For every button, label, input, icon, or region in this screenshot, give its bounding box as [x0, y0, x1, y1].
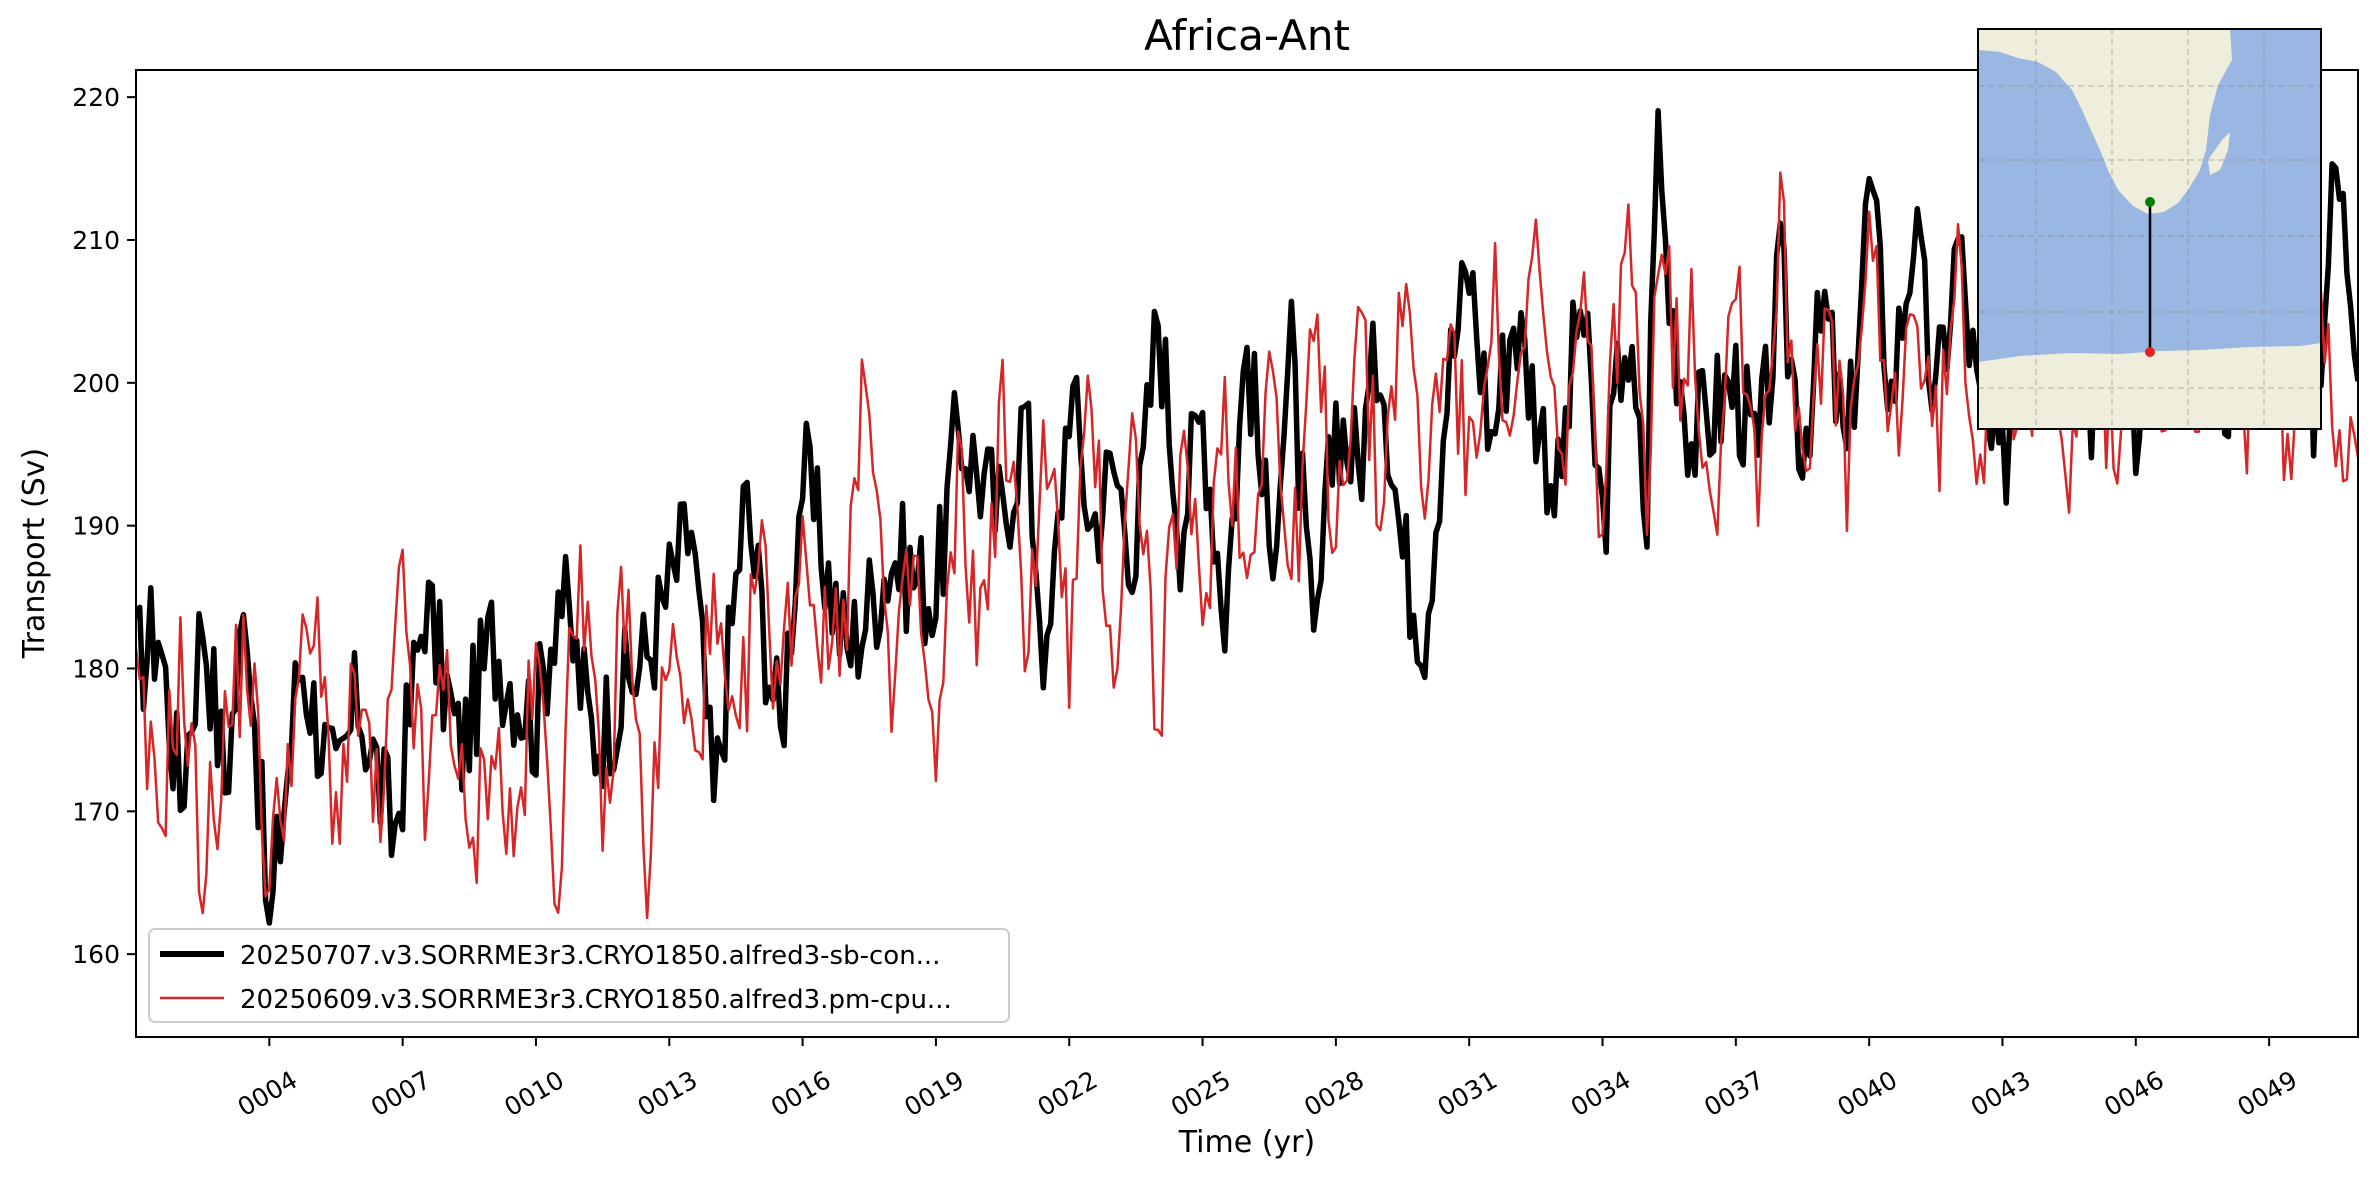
y-tick-label: 210: [72, 226, 120, 255]
x-tick-label: 0046: [2099, 1065, 2169, 1122]
x-tick-label: 0043: [1966, 1065, 2036, 1122]
y-axis-label: Transport (Sv): [17, 448, 52, 660]
x-axis: 0004 0007 0010 0013 0016 0019 0022 0025 0028 0031…: [233, 1037, 2302, 1122]
x-tick-label: 0025: [1166, 1065, 1236, 1122]
x-tick-label: 0004: [233, 1065, 303, 1122]
inset-madagascar-land: [2208, 132, 2230, 175]
y-tick-label: 220: [72, 83, 120, 112]
inset-africa-land: [1978, 29, 2232, 214]
x-tick-label: 0034: [1566, 1065, 1636, 1122]
legend-box: [148, 928, 1010, 1023]
x-tick-label: 0040: [1833, 1065, 1903, 1122]
x-tick-label: 0049: [2233, 1065, 2303, 1122]
legend-label-series-2: 20250609.v3.SORRME3r3.CRYO1850.alfred3.p…: [240, 985, 952, 1015]
x-axis-label: Time (yr): [1178, 1125, 1315, 1160]
y-tick-label: 170: [72, 797, 120, 826]
x-tick-label: 0022: [1033, 1065, 1103, 1122]
x-tick-label: 0037: [1699, 1065, 1769, 1122]
legend: 20250707.v3.SORRME3r3.CRYO1850.alfred3-s…: [148, 928, 1010, 1023]
x-tick-label: 0013: [633, 1065, 703, 1122]
x-tick-label: 0028: [1299, 1065, 1369, 1122]
y-tick-label: 200: [72, 369, 120, 398]
inset-start-marker: [2145, 197, 2155, 207]
plot-frame: [135, 69, 2359, 1038]
x-tick-label: 0010: [499, 1065, 569, 1122]
x-tick-label: 0019: [899, 1065, 969, 1122]
x-tick-label: 0016: [766, 1065, 836, 1122]
inset-antarctica-land: [1978, 343, 2321, 429]
chart-title: Africa-Ant: [1144, 11, 1350, 60]
inset-map: [1977, 28, 2322, 430]
inset-end-marker: [2145, 347, 2155, 357]
y-tick-label: 160: [72, 940, 120, 969]
y-tick-label: 190: [72, 512, 120, 541]
legend-label-series-1: 20250707.v3.SORRME3r3.CRYO1850.alfred3-s…: [240, 941, 940, 971]
x-tick-label: 0007: [366, 1065, 436, 1122]
y-tick-label: 180: [72, 654, 120, 683]
inset-frame: [1977, 28, 2322, 430]
x-tick-label: 0031: [1433, 1065, 1503, 1122]
y-axis: 160 170 180 190 200 210 220: [72, 83, 136, 969]
